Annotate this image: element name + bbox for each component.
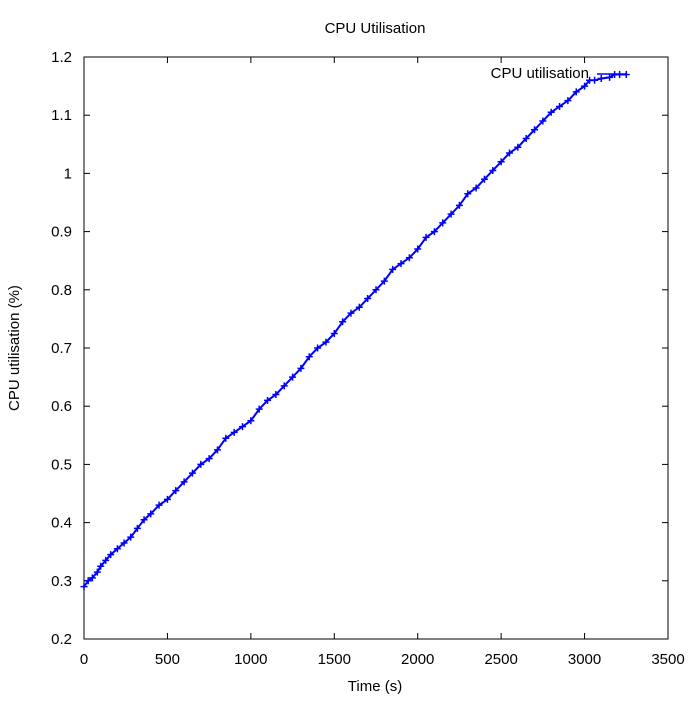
x-tick-label: 2000 [401,651,434,668]
x-tick-label: 3000 [568,651,601,668]
data-point [430,228,438,236]
data-point [405,254,413,262]
data-point [397,260,405,268]
y-tick-label: 1.2 [51,49,72,66]
data-point [464,190,472,198]
data-point [180,478,188,486]
data-point [120,539,128,547]
data-point [172,487,180,495]
data-point [93,568,101,576]
data-point [414,245,422,253]
data-point [591,76,599,84]
data-point [606,73,614,81]
y-axis-ticks: 0.2 0.3 0.4 0.5 0.6 0.7 0.8 0.9 1 1.1 1.2 [51,49,668,648]
x-axis-ticks: 0 500 1000 1500 2000 2500 3000 3500 [80,57,685,668]
x-tick-label: 500 [155,651,180,668]
x-tick-label: 1000 [234,651,267,668]
data-point [230,428,238,436]
data-point [489,166,497,174]
data-point [102,556,110,564]
data-point [539,117,547,125]
data-point [380,277,388,285]
data-point [113,545,121,553]
x-tick-label: 3500 [651,651,684,668]
data-point [581,82,589,90]
data-point [213,446,221,454]
data-point [272,391,280,399]
data-point [447,210,455,218]
y-tick-label: 0.8 [51,282,72,299]
data-point [364,295,372,303]
y-tick-label: 0.7 [51,340,72,357]
data-point [205,455,213,463]
data-point [247,417,255,425]
data-point [339,318,347,326]
data-point [505,149,513,157]
data-point [97,562,105,570]
data-point [355,303,363,311]
data-point [597,75,605,83]
data-point [480,175,488,183]
data-point [127,533,135,541]
data-point [163,495,171,503]
data-point [289,373,297,381]
data-point [322,338,330,346]
y-tick-label: 0.9 [51,224,72,241]
data-point [522,134,530,142]
legend-label: CPU utilisation [491,65,589,82]
y-tick-label: 0.6 [51,398,72,415]
series-line [83,73,627,588]
y-axis-label: CPU utilisation (%) [6,285,23,411]
data-point [280,382,288,390]
data-point [531,126,539,134]
x-tick-label: 1500 [318,651,351,668]
data-point [372,286,380,294]
y-tick-label: 1.1 [51,107,72,124]
data-point [188,469,196,477]
x-tick-label: 2500 [484,651,517,668]
data-point [88,574,96,582]
data-point [347,309,355,317]
data-point [147,510,155,518]
data-point [80,583,88,591]
x-tick-label: 0 [80,651,88,668]
chart-title: CPU Utilisation [325,20,426,37]
data-point [133,524,141,532]
data-point [572,88,580,96]
data-point [497,158,505,166]
data-point [547,108,555,116]
data-point [439,219,447,227]
data-point [389,265,397,273]
data-point [264,396,272,404]
data-point [305,353,313,361]
data-point [422,233,430,241]
data-point [222,434,230,442]
data-point [197,460,205,468]
y-tick-label: 1 [64,165,72,182]
legend: CPU utilisation [491,65,627,82]
data-point [330,329,338,337]
data-point [514,143,522,151]
data-point [155,501,163,509]
y-tick-label: 0.2 [51,631,72,648]
x-axis-label: Time (s) [348,678,402,695]
data-point [107,551,115,559]
y-tick-label: 0.5 [51,456,72,473]
y-tick-label: 0.4 [51,515,72,532]
data-point [84,577,92,585]
data-point [255,405,263,413]
data-point [472,184,480,192]
data-point [455,201,463,209]
data-point [239,423,247,431]
plot-area-border [83,56,669,640]
data-point [314,344,322,352]
series-layer [80,70,630,591]
data-point [564,97,572,105]
y-tick-label: 0.3 [51,573,72,590]
data-point [297,364,305,372]
data-point [556,102,564,110]
data-point [140,516,148,524]
